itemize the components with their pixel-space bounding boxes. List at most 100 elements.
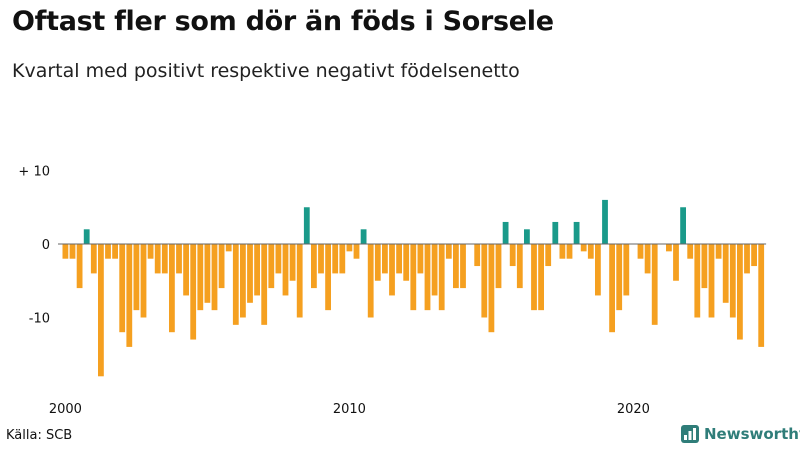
bar-negative <box>190 244 197 340</box>
x-tick-label: 2010 <box>333 402 366 417</box>
bar-positive <box>552 221 559 244</box>
bar-negative <box>169 244 175 333</box>
bar-negative <box>708 244 715 318</box>
bar-negative <box>275 244 282 274</box>
bar-positive <box>573 221 580 244</box>
bar-negative <box>197 244 204 311</box>
bar-negative <box>651 244 658 325</box>
bar-negative <box>531 244 537 311</box>
bar-negative <box>119 244 126 333</box>
bar-negative <box>389 244 395 296</box>
bar-negative <box>261 244 268 325</box>
bar-negative <box>495 244 502 289</box>
bar-negative <box>176 244 182 274</box>
source-note: Källa: SCB <box>6 428 73 443</box>
bar-negative <box>729 244 736 318</box>
bar-negative <box>346 244 353 252</box>
bar-positive <box>360 229 367 244</box>
bar-negative <box>424 244 431 311</box>
bar-negative <box>644 244 651 274</box>
bar-negative <box>410 244 417 311</box>
bar-negative <box>318 244 324 274</box>
bar-negative <box>516 244 523 289</box>
x-tick-label: 2020 <box>617 402 650 417</box>
bar-negative <box>694 244 701 318</box>
bar-negative <box>431 244 438 296</box>
bar-negative <box>396 244 402 274</box>
bar-negative <box>232 244 239 325</box>
bar-negative <box>722 244 729 303</box>
newsworthy-logo-icon <box>681 425 699 443</box>
bar-negative <box>673 244 679 281</box>
bar-negative <box>353 244 360 259</box>
bar-negative <box>474 244 481 267</box>
bar-negative <box>687 244 694 259</box>
x-tick-label: 2000 <box>49 402 82 417</box>
bar-negative <box>147 244 154 259</box>
bar-negative <box>339 244 346 274</box>
bar-negative <box>296 244 303 318</box>
bar-negative <box>211 244 218 311</box>
bar-negative <box>637 244 644 259</box>
bar-negative <box>580 244 587 252</box>
bar-negative <box>154 244 161 274</box>
bar-negative <box>105 244 111 259</box>
y-tick-label: + 10 <box>18 165 50 180</box>
bar-negative <box>403 244 410 281</box>
bar-negative <box>382 244 388 274</box>
bar-negative <box>325 244 331 311</box>
bar-negative <box>140 244 147 318</box>
bar-positive <box>83 229 90 244</box>
bar-negative <box>268 244 275 289</box>
bar-positive <box>502 221 509 244</box>
bar-negative <box>460 244 466 289</box>
chart-title: Oftast fler som dör än föds i Sorsele <box>12 6 554 37</box>
bar-negative <box>367 244 374 318</box>
bar-negative <box>133 244 140 311</box>
bar-negative <box>240 244 246 318</box>
bar-negative <box>616 244 623 311</box>
bar-negative <box>509 244 516 267</box>
bar-negative <box>545 244 552 267</box>
bar-negative <box>481 244 488 318</box>
bar-negative <box>112 244 118 259</box>
bar-negative <box>559 244 566 259</box>
bar-negative <box>566 244 573 259</box>
bar-negative <box>254 244 260 296</box>
bar-negative <box>62 244 69 259</box>
bar-negative <box>98 244 104 377</box>
y-tick-label: 0 <box>42 238 50 253</box>
bar-negative <box>587 244 594 259</box>
bar-negative <box>609 244 615 333</box>
bar-negative <box>282 244 289 296</box>
bar-negative <box>183 244 189 296</box>
bar-negative <box>737 244 743 340</box>
bar-negative <box>666 244 672 252</box>
y-tick-label: -10 <box>29 312 50 327</box>
bar-negative <box>438 244 445 311</box>
bar-negative <box>453 244 459 289</box>
bar-negative <box>161 244 168 274</box>
chart-subtitle: Kvartal med positivt respektive negativt… <box>12 60 520 82</box>
bar-negative <box>744 244 750 274</box>
bar-negative <box>204 244 211 303</box>
bar-positive <box>602 199 608 244</box>
bar-positive <box>680 207 686 244</box>
bar-negative <box>715 244 722 259</box>
bar-positive <box>524 229 530 244</box>
bar-positive <box>303 207 310 244</box>
bar-negative <box>90 244 97 274</box>
bar-negative <box>225 244 232 252</box>
bar-negative <box>445 244 452 259</box>
bar-negative <box>218 244 225 289</box>
bar-negative <box>247 244 253 303</box>
bar-negative <box>538 244 544 311</box>
bar-negative <box>126 244 133 347</box>
brand-name: Newsworthy <box>704 425 800 443</box>
bar-negative <box>751 244 757 267</box>
bar-negative <box>417 244 424 274</box>
bar-negative <box>289 244 296 281</box>
bar-negative <box>758 244 765 347</box>
bar-negative <box>69 244 76 259</box>
